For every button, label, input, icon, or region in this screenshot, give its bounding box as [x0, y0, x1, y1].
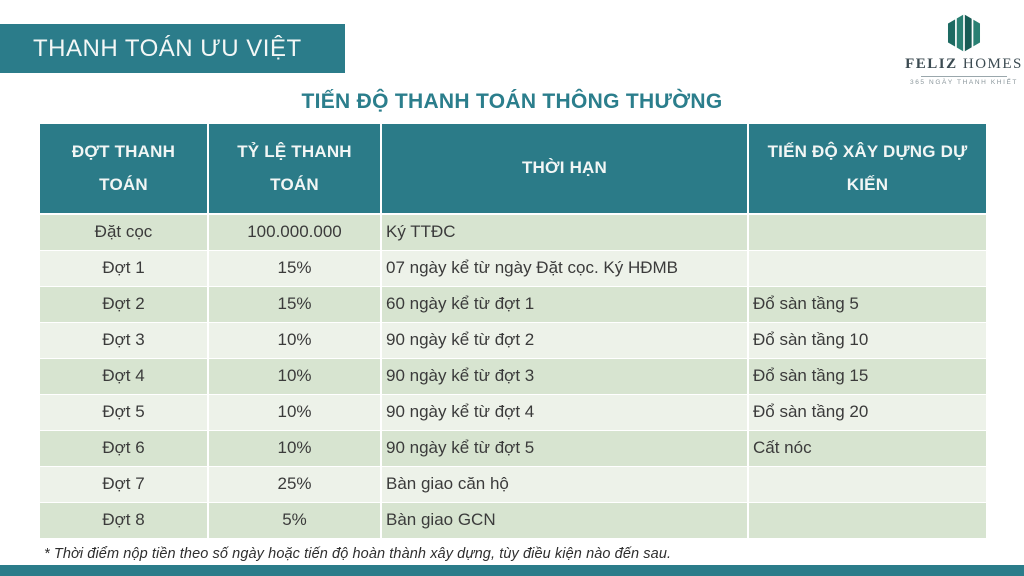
header-thoi-han: THỜI HẠN	[380, 122, 749, 215]
cell-ty-le: 10%	[207, 321, 382, 359]
cell-ty-le: 10%	[207, 429, 382, 467]
cell-tien-do: Đổ sàn tầng 5	[747, 285, 988, 323]
table-row: Đợt 3 10% 90 ngày kể từ đợt 2 Đổ sàn tần…	[38, 321, 988, 359]
cell-tien-do: Đổ sàn tầng 15	[747, 357, 988, 395]
cell-ty-le: 10%	[207, 393, 382, 431]
cell-dot: Đợt 5	[38, 393, 209, 431]
cell-ty-le: 15%	[207, 285, 382, 323]
table-row: Đợt 6 10% 90 ngày kể từ đợt 5 Cất nóc	[38, 429, 988, 467]
cell-tien-do: Cất nóc	[747, 429, 988, 467]
building-hexagon-icon	[947, 14, 981, 52]
cell-tien-do	[747, 501, 988, 539]
cell-tien-do: Đổ sàn tầng 10	[747, 321, 988, 359]
cell-dot: Đợt 4	[38, 357, 209, 395]
logo-tagline: 365 NGÀY THANH KHIẾT	[910, 79, 1018, 86]
logo-divider	[921, 76, 1007, 77]
cell-tien-do: Đổ sàn tầng 20	[747, 393, 988, 431]
table-row: Đợt 1 15% 07 ngày kể từ ngày Đặt cọc. Ký…	[38, 249, 988, 287]
payment-schedule-table: ĐỢT THANH TOÁN TỶ LỆ THANH TOÁN THỜI HẠN…	[38, 122, 988, 539]
table-row: Đặt cọc 100.000.000 Ký TTĐC	[38, 213, 988, 251]
cell-tien-do	[747, 465, 988, 503]
bottom-accent-bar	[0, 565, 1024, 576]
cell-dot: Đợt 1	[38, 249, 209, 287]
cell-thoi-han: 07 ngày kể từ ngày Đặt cọc. Ký HĐMB	[380, 249, 749, 287]
header-tien-do-xay-dung: TIẾN ĐỘ XÂY DỰNG DỰ KIẾN	[747, 122, 988, 215]
cell-ty-le: 15%	[207, 249, 382, 287]
cell-thoi-han: 60 ngày kể từ đợt 1	[380, 285, 749, 323]
footnote: * Thời điểm nộp tiền theo số ngày hoặc t…	[44, 546, 672, 562]
page-title: THANH TOÁN ƯU VIỆT	[33, 34, 302, 62]
logo-wordmark: FELIZ HOMES	[905, 56, 1023, 72]
cell-dot: Đợt 3	[38, 321, 209, 359]
cell-thoi-han: Bàn giao GCN	[380, 501, 749, 539]
cell-thoi-han: 90 ngày kể từ đợt 2	[380, 321, 749, 359]
cell-ty-le: 100.000.000	[207, 213, 382, 251]
feliz-homes-logo: FELIZ HOMES 365 NGÀY THANH KHIẾT	[900, 14, 1024, 86]
cell-ty-le: 5%	[207, 501, 382, 539]
table-row: Đợt 8 5% Bàn giao GCN	[38, 501, 988, 539]
header-ty-le-thanh-toan: TỶ LỆ THANH TOÁN	[207, 122, 382, 215]
cell-dot: Đặt cọc	[38, 213, 209, 251]
table-row: Đợt 2 15% 60 ngày kể từ đợt 1 Đổ sàn tần…	[38, 285, 988, 323]
table-row: Đợt 7 25% Bàn giao căn hộ	[38, 465, 988, 503]
cell-tien-do	[747, 213, 988, 251]
cell-thoi-han: Bàn giao căn hộ	[380, 465, 749, 503]
page-title-banner: THANH TOÁN ƯU VIỆT	[0, 24, 345, 73]
cell-ty-le: 10%	[207, 357, 382, 395]
cell-thoi-han: 90 ngày kể từ đợt 3	[380, 357, 749, 395]
table-row: Đợt 5 10% 90 ngày kể từ đợt 4 Đổ sàn tần…	[38, 393, 988, 431]
cell-thoi-han: Ký TTĐC	[380, 213, 749, 251]
table-row: Đợt 4 10% 90 ngày kể từ đợt 3 Đổ sàn tần…	[38, 357, 988, 395]
cell-tien-do	[747, 249, 988, 287]
table-title: TIẾN ĐỘ THANH TOÁN THÔNG THƯỜNG	[301, 90, 723, 113]
cell-dot: Đợt 8	[38, 501, 209, 539]
cell-thoi-han: 90 ngày kể từ đợt 4	[380, 393, 749, 431]
cell-dot: Đợt 2	[38, 285, 209, 323]
cell-dot: Đợt 7	[38, 465, 209, 503]
header-row: ĐỢT THANH TOÁN TỶ LỆ THANH TOÁN THỜI HẠN…	[38, 122, 988, 215]
cell-ty-le: 25%	[207, 465, 382, 503]
cell-thoi-han: 90 ngày kể từ đợt 5	[380, 429, 749, 467]
header-dot-thanh-toan: ĐỢT THANH TOÁN	[38, 122, 209, 215]
cell-dot: Đợt 6	[38, 429, 209, 467]
